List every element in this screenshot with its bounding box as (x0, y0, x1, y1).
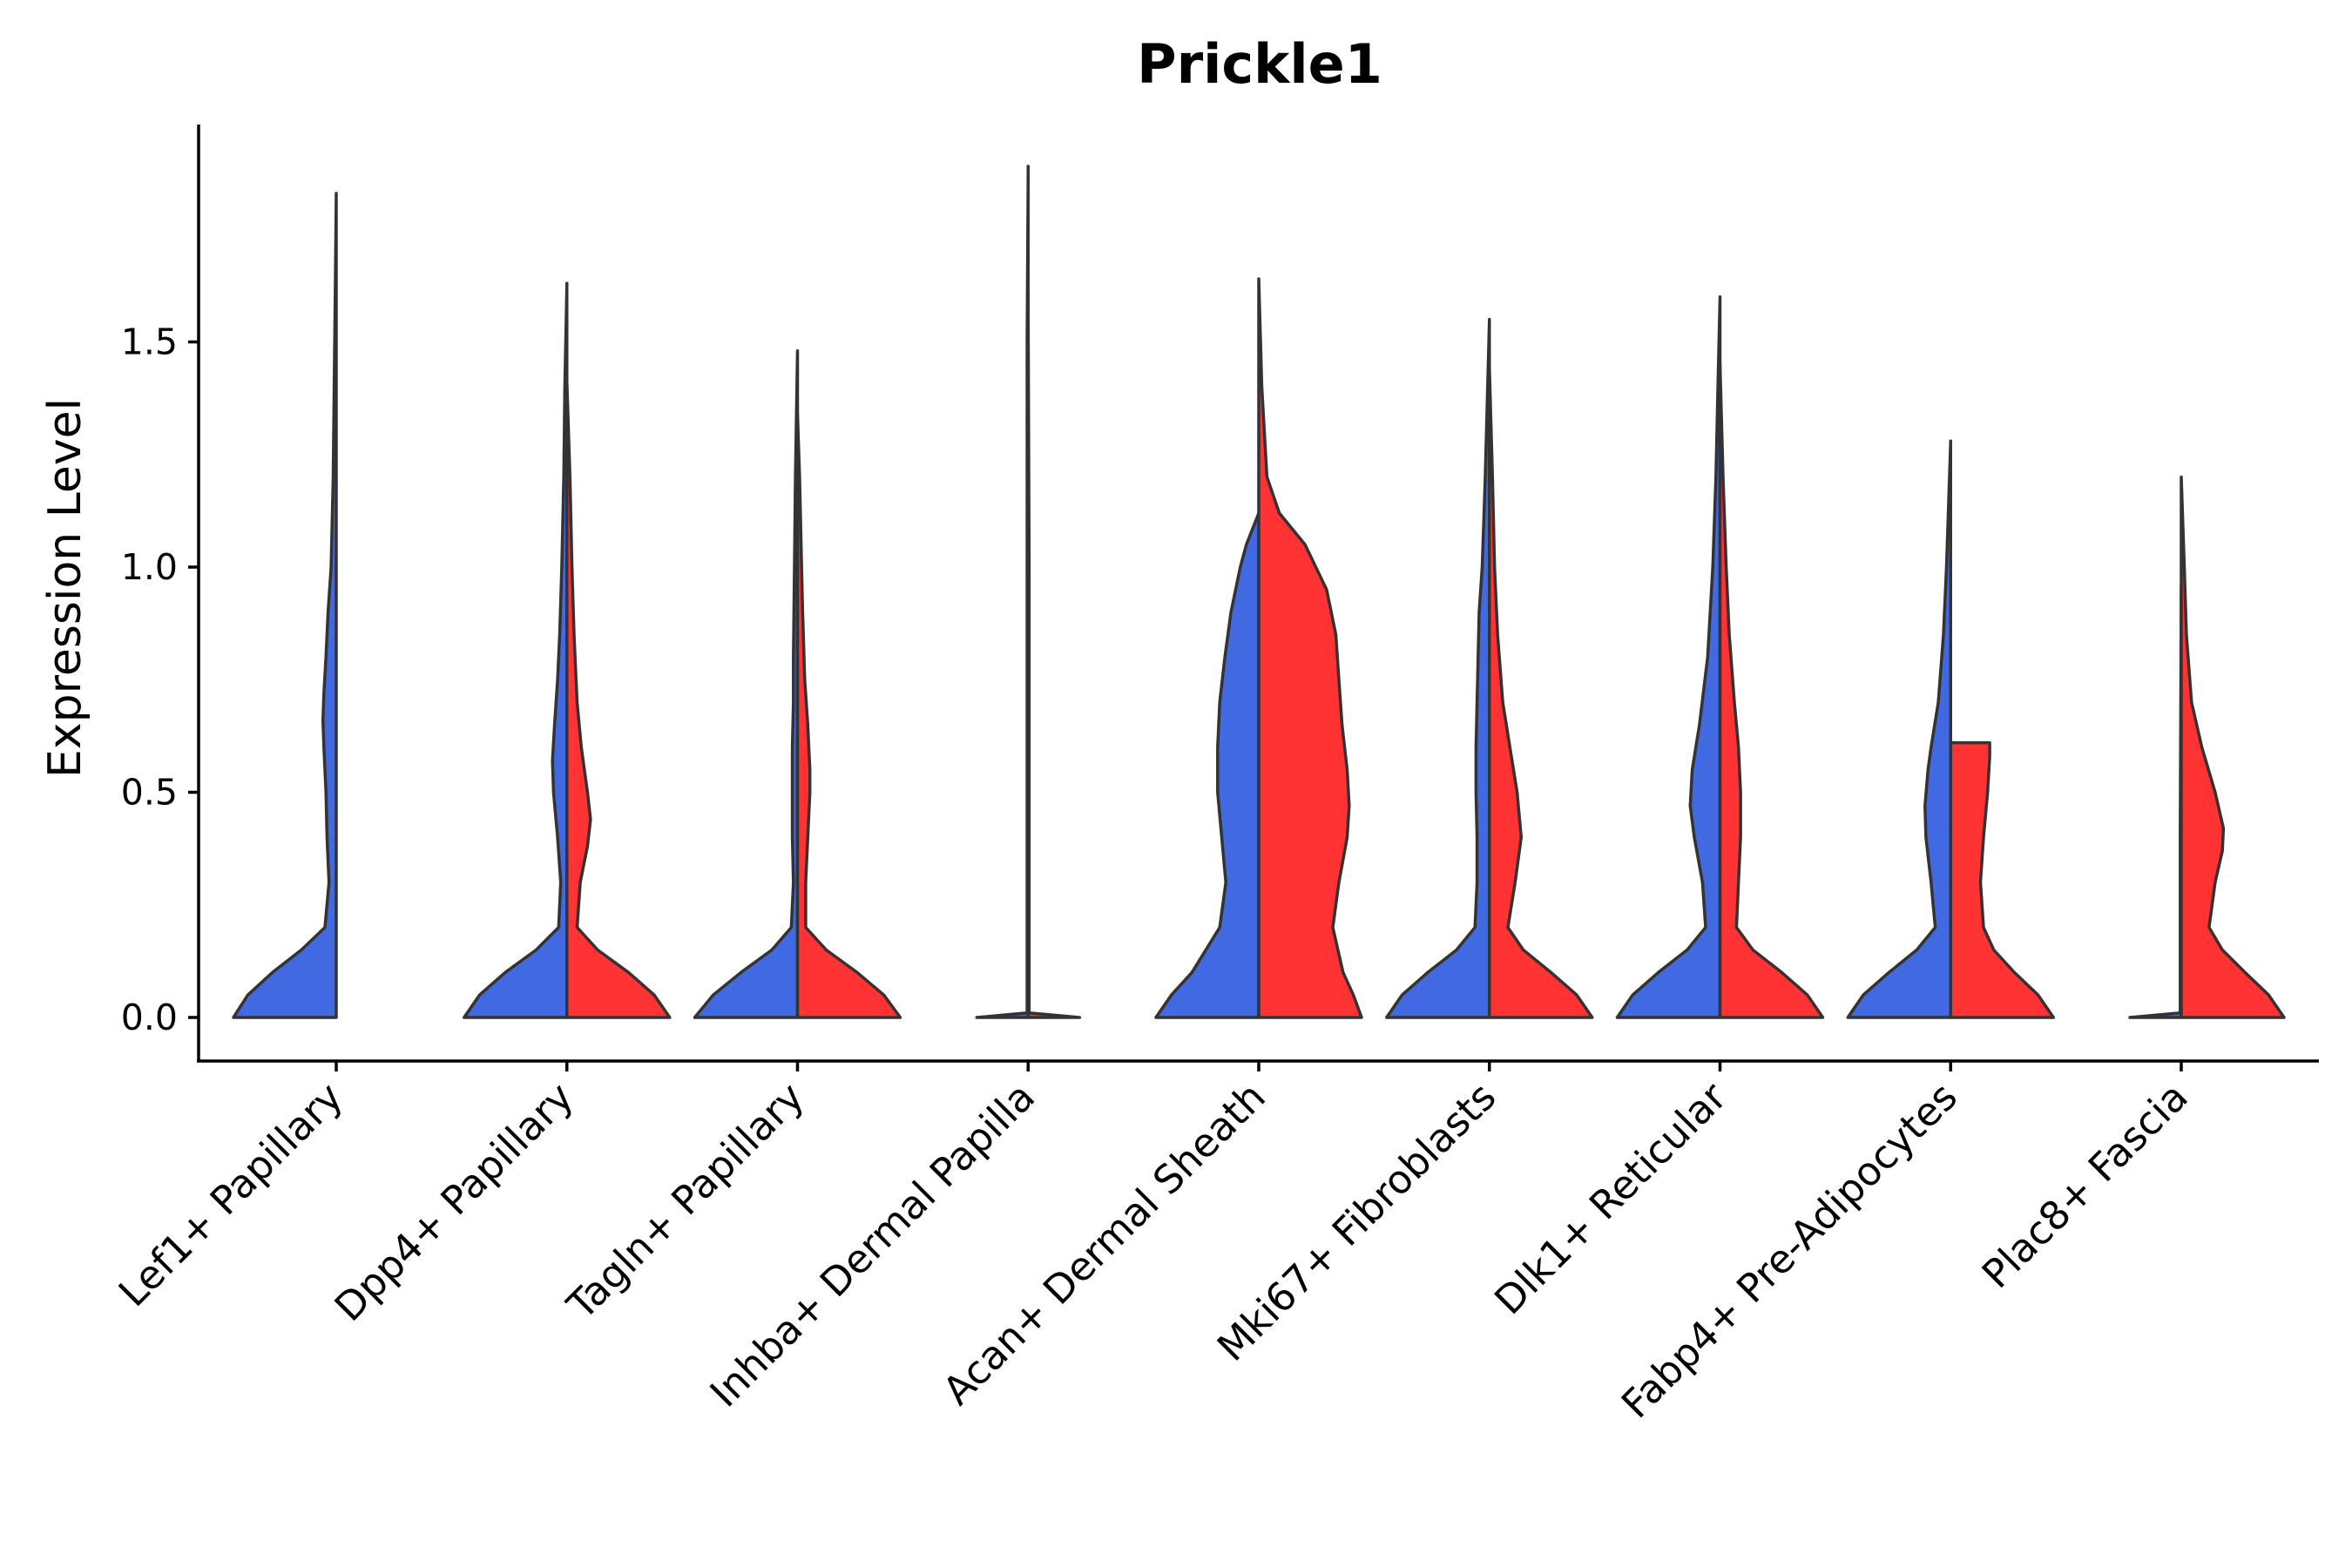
chart-title: Prickle1 (1137, 32, 1382, 96)
y-axis-label: Expression Level (39, 398, 91, 778)
y-tick-label: 0.0 (121, 997, 178, 1038)
violin-condition1-5 (1154, 511, 1260, 1019)
violin-condition1-3 (693, 349, 800, 1019)
x-category-label: Lef1+ Papillary (110, 1073, 352, 1315)
violin-condition1-4 (975, 165, 1031, 1019)
violin-condition2-4 (1026, 313, 1082, 1019)
y-tick-label: 1.0 (121, 546, 178, 588)
violin-condition2-3 (795, 412, 902, 1019)
violin-condition1-2 (463, 281, 569, 1019)
violin-condition2-5 (1257, 277, 1363, 1019)
x-category-label: Tagln+ Papillary (558, 1073, 813, 1328)
x-category-label: Plac8+ Fascia (1973, 1073, 2197, 1297)
x-category-label: Dlk1+ Reticular (1485, 1073, 1735, 1323)
x-category-label: Dpp4+ Papillary (326, 1073, 583, 1330)
violin-condition2-8 (1949, 740, 2056, 1019)
violin-condition1-6 (1385, 317, 1491, 1019)
violin-condition1-8 (1846, 439, 1953, 1019)
violin-condition1-7 (1615, 295, 1722, 1019)
y-ticks-group: 0.0 0.5 1.0 1.5 (121, 321, 199, 1038)
violin-condition1-1 (232, 192, 338, 1019)
violin-condition1-9 (2128, 583, 2183, 1019)
violin-condition2-7 (1718, 362, 1825, 1019)
violin-condition2-9 (2180, 475, 2286, 1019)
y-tick-label: 0.5 (121, 772, 178, 814)
violin-condition2-6 (1488, 367, 1594, 1019)
violin-condition2-2 (565, 381, 672, 1019)
y-tick-label: 1.5 (121, 321, 178, 363)
violins-group (232, 165, 2286, 1019)
